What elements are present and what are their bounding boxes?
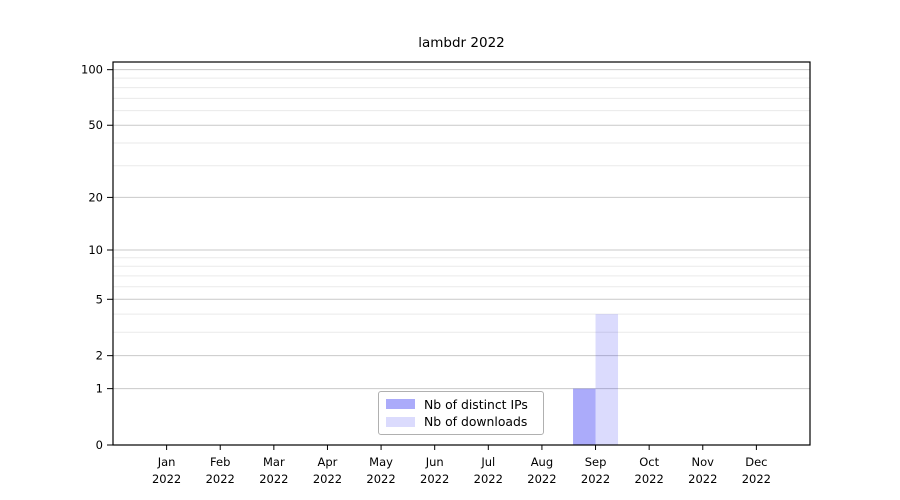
plot-border bbox=[112, 61, 811, 446]
chart-title: lambdr 2022 bbox=[418, 35, 505, 51]
svg-text:Dec: Dec bbox=[745, 455, 767, 469]
legend: Nb of distinct IPs Nb of downloads bbox=[378, 391, 544, 435]
legend-label-downloads: Nb of downloads bbox=[424, 414, 528, 430]
y-axis-ticks bbox=[107, 69, 113, 446]
bar bbox=[573, 388, 596, 445]
legend-swatch-distinct-ips bbox=[386, 399, 415, 410]
svg-text:Feb: Feb bbox=[210, 455, 230, 469]
svg-text:50: 50 bbox=[88, 118, 103, 132]
y-axis-labels: 0 1 2 5 10 20 50 100 bbox=[81, 63, 103, 452]
y-minor-gridlines bbox=[113, 77, 810, 333]
legend-item-distinct-ips: Nb of distinct IPs bbox=[386, 396, 535, 413]
svg-text:Apr: Apr bbox=[318, 455, 338, 469]
svg-text:2022: 2022 bbox=[688, 472, 717, 486]
svg-text:0: 0 bbox=[96, 438, 103, 452]
svg-text:2022: 2022 bbox=[259, 472, 288, 486]
x-axis-labels: Jan 2022 Feb 2022 Mar 2022 Apr 2022 May 2022 Jun 20… bbox=[152, 455, 771, 486]
svg-text:Sep: Sep bbox=[585, 455, 607, 469]
svg-text:Mar: Mar bbox=[263, 455, 285, 469]
svg-text:2022: 2022 bbox=[527, 472, 556, 486]
svg-text:Nov: Nov bbox=[692, 455, 715, 469]
svg-text:Jul: Jul bbox=[480, 455, 495, 469]
y-major-gridlines bbox=[113, 69, 810, 390]
svg-text:1: 1 bbox=[96, 382, 103, 396]
svg-text:2022: 2022 bbox=[206, 472, 235, 486]
svg-text:Aug: Aug bbox=[531, 455, 553, 469]
legend-item-downloads: Nb of downloads bbox=[386, 414, 535, 431]
svg-text:Jun: Jun bbox=[425, 455, 444, 469]
svg-text:2022: 2022 bbox=[313, 472, 342, 486]
svg-text:2022: 2022 bbox=[742, 472, 771, 486]
svg-text:2: 2 bbox=[96, 349, 103, 363]
svg-text:2022: 2022 bbox=[474, 472, 503, 486]
svg-text:2022: 2022 bbox=[366, 472, 395, 486]
svg-text:2022: 2022 bbox=[581, 472, 610, 486]
svg-text:100: 100 bbox=[81, 63, 103, 77]
bar bbox=[595, 314, 619, 445]
svg-text:2022: 2022 bbox=[635, 472, 664, 486]
svg-text:2022: 2022 bbox=[420, 472, 449, 486]
svg-text:20: 20 bbox=[88, 190, 103, 204]
x-axis-ticks bbox=[166, 445, 757, 450]
svg-text:5: 5 bbox=[96, 292, 103, 306]
legend-label-distinct-ips: Nb of distinct IPs bbox=[424, 396, 528, 412]
legend-swatch-downloads bbox=[386, 416, 415, 427]
svg-text:May: May bbox=[369, 455, 393, 469]
svg-text:10: 10 bbox=[88, 243, 103, 257]
bar-series-0 bbox=[573, 388, 596, 445]
svg-text:2022: 2022 bbox=[152, 472, 181, 486]
svg-text:Oct: Oct bbox=[639, 455, 659, 469]
bar-series-1 bbox=[595, 314, 619, 445]
svg-text:Jan: Jan bbox=[157, 455, 176, 469]
